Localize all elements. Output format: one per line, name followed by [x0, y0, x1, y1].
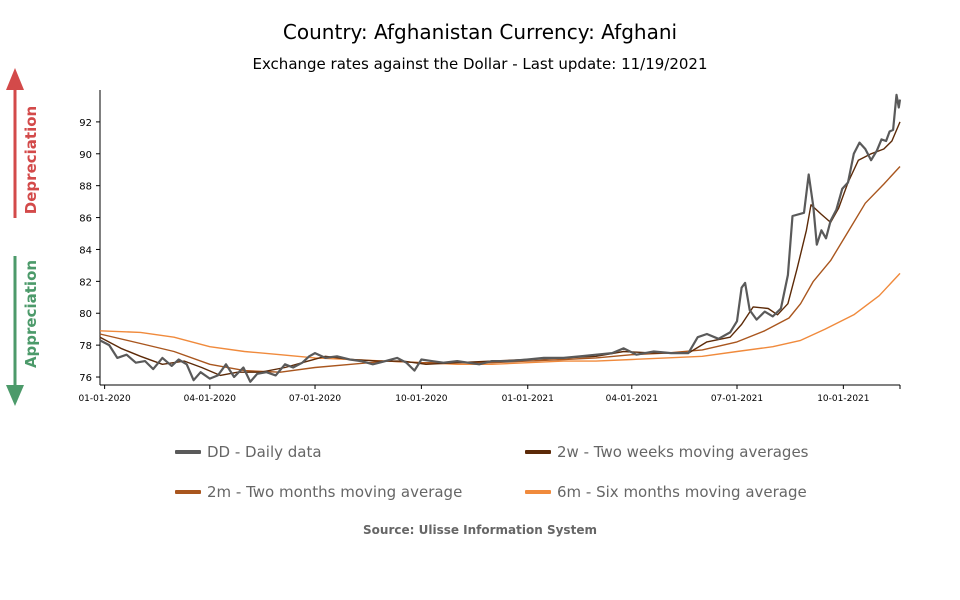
y-tick-label: 86 [79, 214, 92, 225]
legend-label: 2m - Two months moving average [207, 483, 463, 501]
x-tick-label: 01-01-2020 [78, 394, 131, 404]
legend-label: DD - Daily data [207, 443, 322, 461]
chart-axes: 76 78 80 82 84 86 88 90 92 01-01-2020 04-01-2020 07… [78, 90, 901, 404]
series-line-daily [99, 93, 902, 383]
legend-swatch [175, 450, 201, 454]
y-tick-label: 88 [79, 182, 92, 193]
legend-swatch [525, 490, 551, 494]
x-tick-label: 07-01-2020 [289, 394, 342, 404]
y-tick-label: 82 [79, 277, 92, 288]
appreciation-indicator: Appreciation [6, 256, 40, 406]
legend-item-six-months: 6m - Six months moving average [525, 483, 807, 501]
chart-title: Country: Afghanistan Currency: Afghani [282, 20, 678, 44]
x-tick-label: 07-01-2021 [711, 394, 763, 404]
depreciation-label: Depreciation [22, 106, 40, 214]
x-tick-label: 04-01-2021 [606, 394, 658, 404]
legend-label: 2w - Two weeks moving averages [557, 443, 809, 461]
plot-area [99, 93, 902, 383]
x-tick-label: 01-01-2021 [502, 394, 554, 404]
y-tick-label: 90 [79, 150, 92, 161]
depreciation-indicator: Depreciation [6, 68, 40, 218]
x-tick-label: 10-01-2021 [817, 394, 869, 404]
y-tick-label: 92 [79, 118, 92, 129]
appreciation-label: Appreciation [22, 260, 40, 368]
x-tick-label: 04-01-2020 [184, 394, 237, 404]
depreciation-arrow-icon [6, 68, 24, 90]
legend-item-two-weeks: 2w - Two weeks moving averages [525, 443, 809, 461]
y-tick-label: 76 [79, 373, 92, 384]
legend-swatch [175, 490, 201, 494]
chart-subtitle: Exchange rates against the Dollar - Last… [252, 55, 708, 73]
y-tick-label: 84 [79, 245, 92, 256]
appreciation-arrow-icon [6, 385, 24, 406]
legend-item-two-months: 2m - Two months moving average [175, 483, 462, 501]
legend-swatch [525, 450, 551, 454]
y-tick-label: 80 [79, 309, 92, 320]
y-tick-label: 78 [79, 341, 92, 352]
legend-item-daily: DD - Daily data [175, 443, 322, 461]
series-line-two-weeks [99, 121, 901, 377]
series-line-two-months [99, 166, 901, 373]
source-note: Source: Ulisse Information System [363, 523, 597, 537]
series-line-six-months [99, 272, 901, 365]
x-tick-label: 10-01-2020 [395, 394, 448, 404]
legend-label: 6m - Six months moving average [557, 483, 807, 501]
